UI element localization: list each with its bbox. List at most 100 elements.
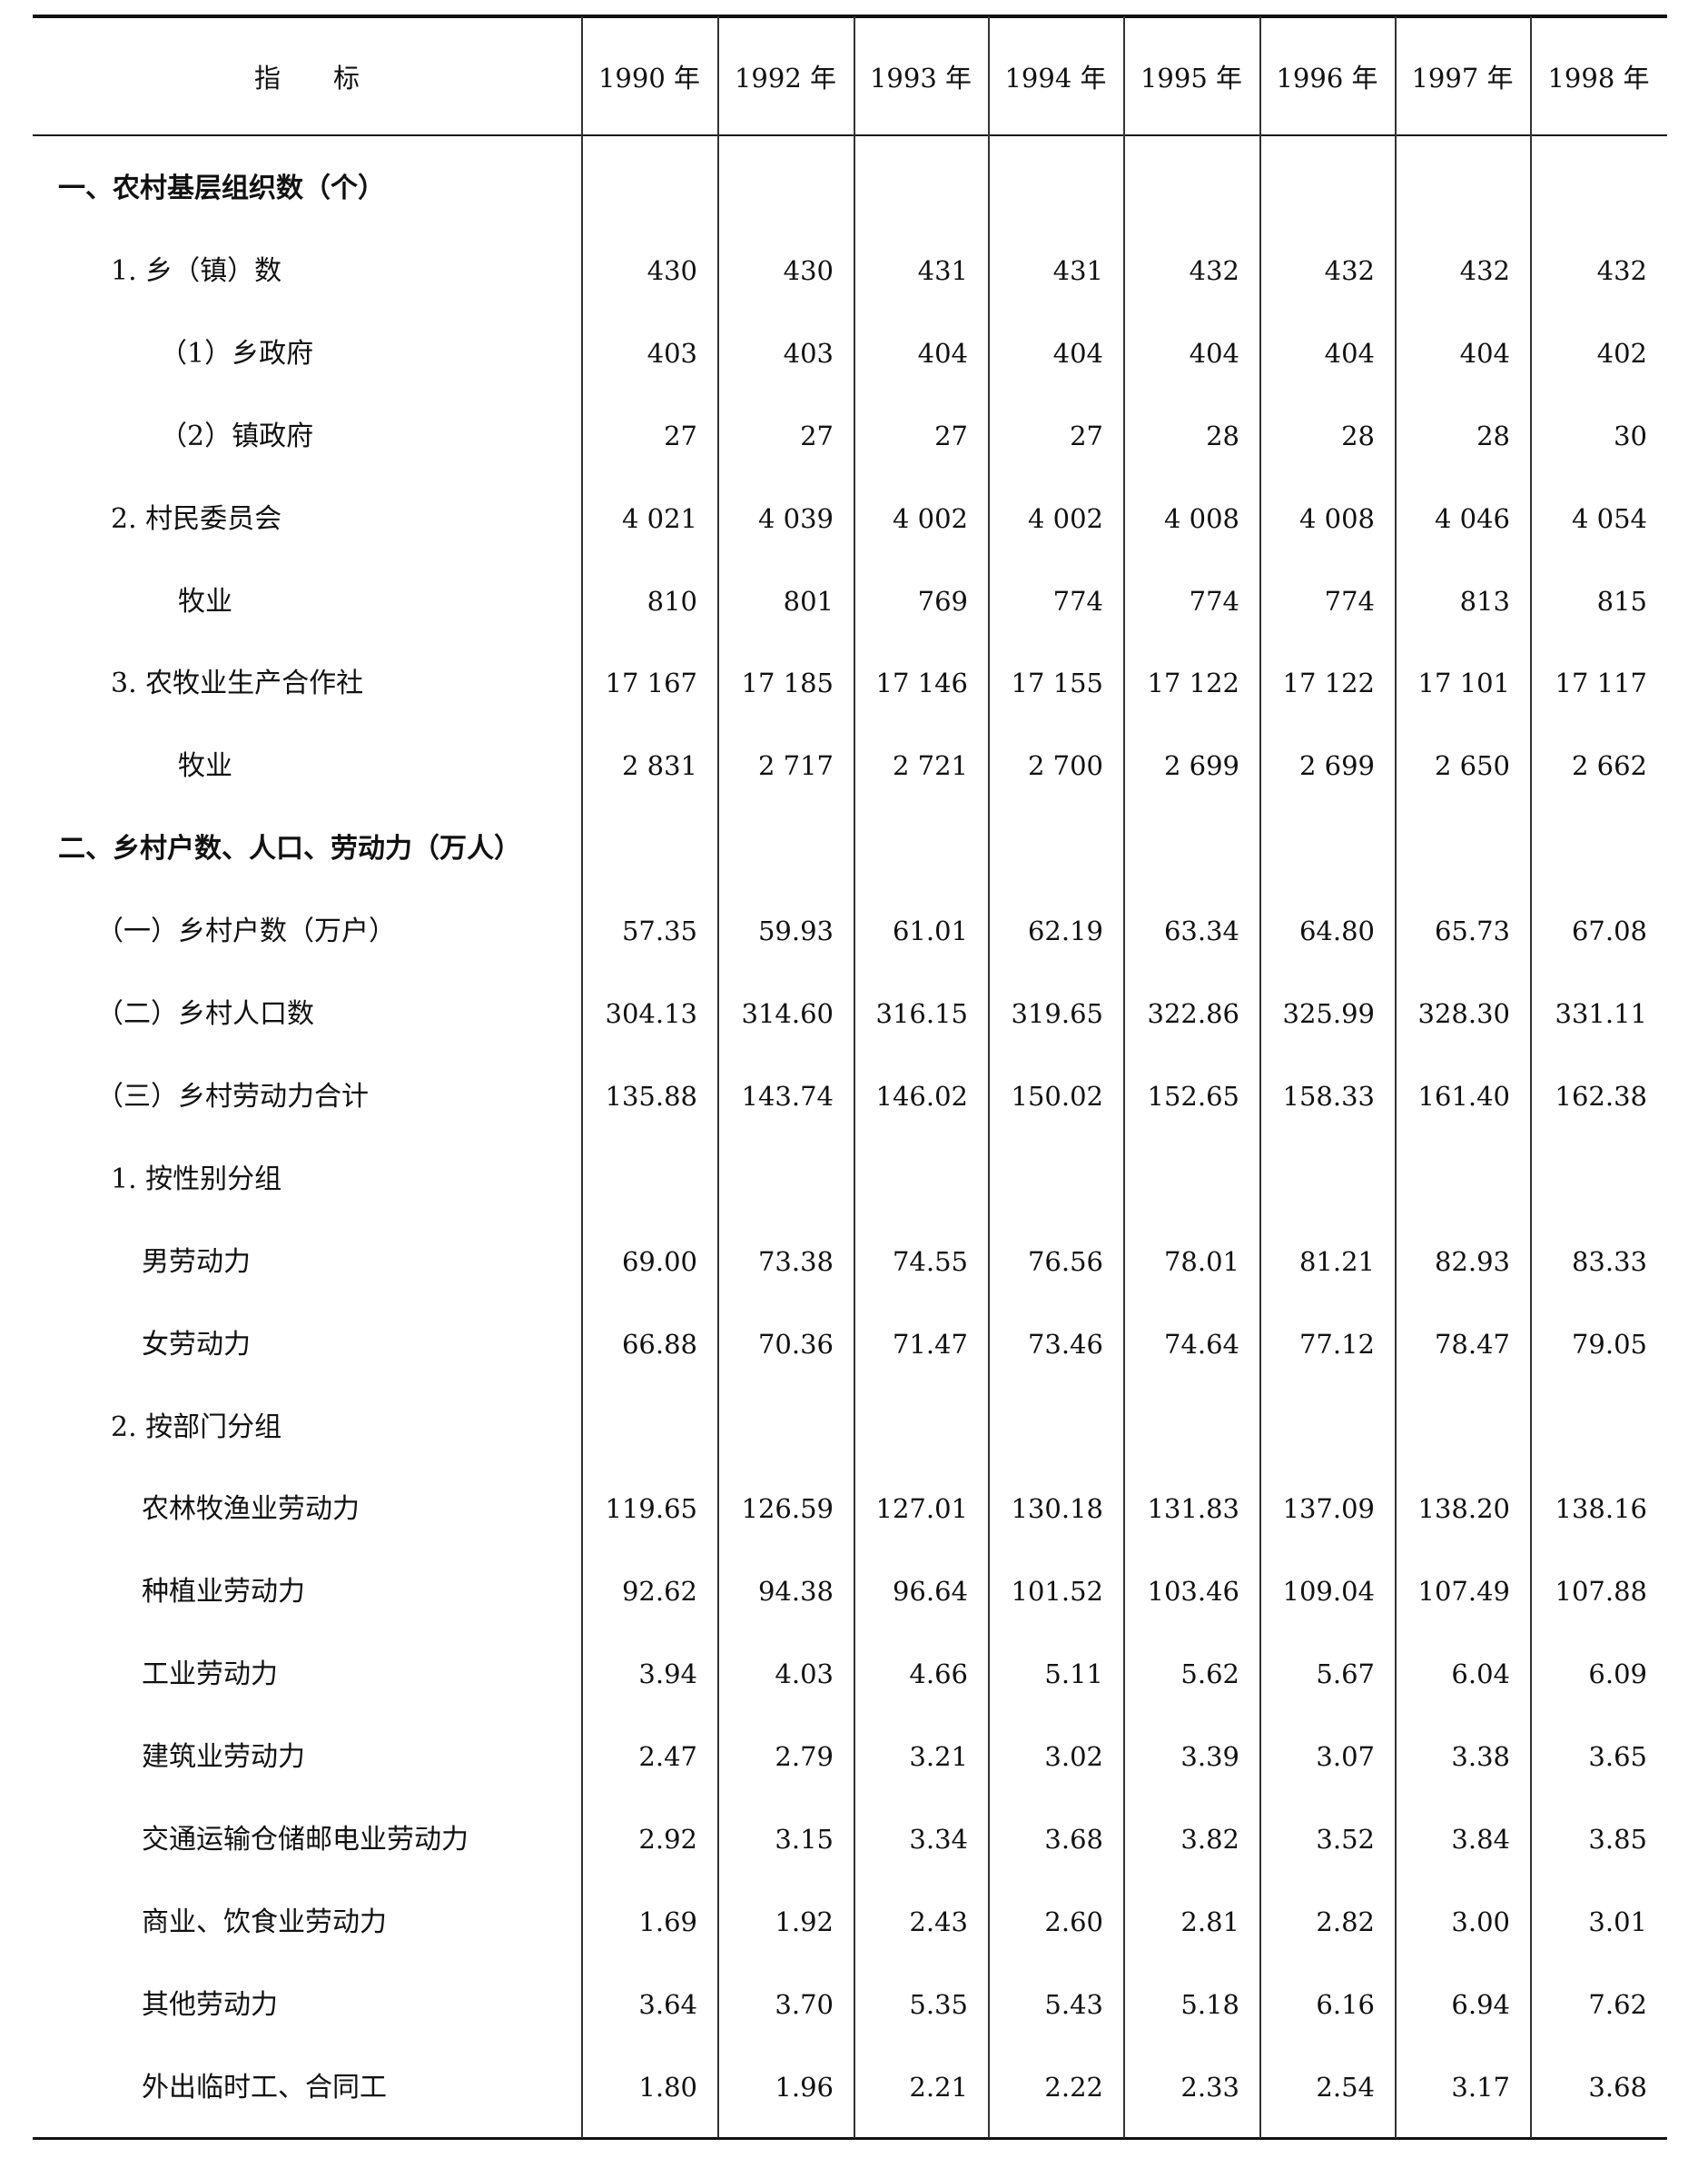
cell-value: 62.19: [1027, 916, 1103, 947]
cell-value: 3.64: [638, 1988, 697, 2020]
header-indicator: 指 标: [253, 62, 360, 94]
cell-value: 138.16: [1555, 1493, 1647, 1525]
cell-value: 66.88: [621, 1328, 697, 1360]
cell-value: 119.65: [605, 1493, 697, 1525]
cell-value: 67.08: [1571, 916, 1647, 947]
cell-value: 109.04: [1282, 1576, 1375, 1608]
cell-value: 2.81: [1180, 1906, 1239, 1937]
cell-value: 432: [1189, 254, 1239, 286]
cell-value: 2.33: [1180, 2071, 1239, 2103]
cell-value: 430: [783, 254, 834, 286]
cell-value: 815: [1596, 585, 1647, 617]
row-label: 交通运输仓储邮电业劳动力: [142, 1824, 469, 1856]
cell-value: 4.03: [775, 1658, 834, 1690]
row-label: 男劳动力: [142, 1245, 251, 1278]
cell-value: 5.18: [1180, 1988, 1239, 2020]
cell-value: 2 699: [1298, 750, 1375, 782]
cell-value: 81.21: [1298, 1245, 1375, 1277]
cell-value: 76.56: [1027, 1245, 1103, 1277]
row-label: （一）乡村户数（万户）: [96, 916, 396, 948]
cell-value: 404: [1052, 337, 1103, 369]
table-row: （一）乡村户数（万户） 57.35 59.93 61.01 62.19 63.34 64.8…: [0, 890, 1708, 973]
cell-value: 319.65: [1011, 998, 1103, 1029]
cell-value: 83.33: [1571, 1245, 1647, 1277]
cell-value: 135.88: [605, 1080, 697, 1112]
cell-value: 769: [917, 585, 968, 617]
table-row: （二）乡村人口数 304.13 314.60 316.15 319.65 322.86 32…: [0, 973, 1708, 1055]
cell-value: 3.38: [1451, 1741, 1510, 1773]
cell-value: 4 021: [621, 502, 697, 534]
cell-value: 138.20: [1417, 1493, 1510, 1525]
cell-value: 77.12: [1298, 1328, 1375, 1360]
header-year: 1990 年: [597, 62, 701, 94]
cell-value: 3.17: [1451, 2071, 1510, 2103]
table-row: 工业劳动力 3.94 4.03 4.66 5.11 5.62 5.67 6.04 6.09: [0, 1633, 1708, 1716]
table-row: 男劳动力 69.00 73.38 74.55 76.56 78.01 81.21 82.93 8…: [0, 1221, 1708, 1303]
cell-value: 2.43: [909, 1906, 968, 1937]
cell-value: 70.36: [757, 1328, 834, 1360]
cell-value: 5.43: [1044, 1988, 1103, 2020]
row-label: 女劳动力: [142, 1328, 251, 1361]
cell-value: 17 117: [1555, 668, 1647, 699]
cell-value: 2.22: [1044, 2071, 1103, 2103]
cell-value: 94.38: [757, 1576, 834, 1608]
cell-value: 59.93: [757, 916, 834, 947]
cell-value: 57.35: [621, 916, 697, 947]
column-divider: [854, 16, 855, 2138]
cell-value: 1.96: [775, 2071, 834, 2103]
table-row: 1. 按性别分组: [0, 1138, 1708, 1221]
cell-value: 6.94: [1451, 1988, 1510, 2020]
cell-value: 17 122: [1147, 668, 1239, 699]
table-row: （三）乡村劳动力合计 135.88 143.74 146.02 150.02 152.65…: [0, 1055, 1708, 1138]
cell-value: 30: [1614, 420, 1647, 451]
cell-value: 28: [1206, 420, 1239, 451]
cell-value: 126.59: [741, 1493, 834, 1525]
row-label: 3. 农牧业生产合作社: [111, 668, 364, 700]
cell-value: 4 002: [892, 502, 968, 534]
cell-value: 3.34: [909, 1824, 968, 1855]
cell-value: 3.82: [1180, 1824, 1239, 1855]
cell-value: 96.64: [892, 1576, 968, 1608]
row-label: 二、乡村户数、人口、劳动力（万人）: [58, 833, 521, 866]
cell-value: 431: [917, 254, 968, 286]
cell-value: 1.80: [638, 2071, 697, 2103]
cell-value: 127.01: [875, 1493, 968, 1525]
cell-value: 73.46: [1027, 1328, 1103, 1360]
cell-value: 314.60: [741, 998, 834, 1029]
cell-value: 325.99: [1282, 998, 1375, 1029]
cell-value: 3.94: [638, 1658, 697, 1690]
column-divider: [988, 16, 990, 2138]
cell-value: 5.11: [1044, 1658, 1103, 1690]
bottom-rule: [33, 2137, 1667, 2140]
header-year: 1994 年: [1004, 62, 1107, 94]
cell-value: 432: [1459, 254, 1510, 286]
table-row: （2）镇政府 27 27 27 27 28 28 28 30: [0, 395, 1708, 478]
cell-value: 404: [917, 337, 968, 369]
table-row: 种植业劳动力 92.62 94.38 96.64 101.52 103.46 109.04 1…: [0, 1550, 1708, 1633]
cell-value: 331.11: [1555, 998, 1647, 1029]
cell-value: 150.02: [1011, 1080, 1103, 1112]
cell-value: 4 054: [1571, 502, 1647, 534]
table-row: （1）乡政府 403 403 404 404 404 404 404 402: [0, 312, 1708, 395]
cell-value: 3.65: [1588, 1741, 1647, 1773]
cell-value: 6.16: [1316, 1988, 1375, 2020]
cell-value: 3.84: [1451, 1824, 1510, 1855]
cell-value: 82.93: [1434, 1245, 1510, 1277]
cell-value: 162.38: [1555, 1080, 1647, 1112]
cell-value: 3.01: [1588, 1906, 1647, 1937]
row-label: 建筑业劳动力: [142, 1741, 305, 1774]
cell-value: 2 831: [621, 750, 697, 782]
cell-value: 4 002: [1027, 502, 1103, 534]
table-row: 二、乡村户数、人口、劳动力（万人）: [0, 807, 1708, 890]
cell-value: 4 008: [1298, 502, 1375, 534]
cell-value: 107.49: [1417, 1576, 1510, 1608]
cell-value: 3.21: [909, 1741, 968, 1773]
cell-value: 7.62: [1588, 1988, 1647, 2020]
row-label: （二）乡村人口数: [96, 998, 314, 1030]
cell-value: 92.62: [621, 1576, 697, 1608]
cell-value: 6.09: [1588, 1658, 1647, 1690]
cell-value: 2.47: [638, 1741, 697, 1773]
cell-value: 4 008: [1163, 502, 1239, 534]
cell-value: 107.88: [1555, 1576, 1647, 1608]
cell-value: 6.04: [1451, 1658, 1510, 1690]
